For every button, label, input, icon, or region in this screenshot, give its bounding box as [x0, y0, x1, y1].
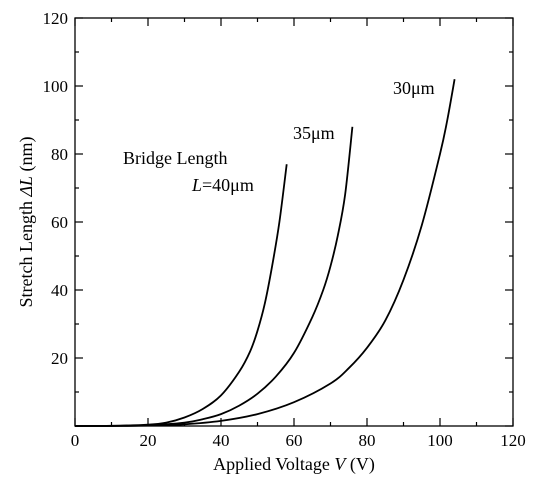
x-axis-label: Applied Voltage V (V) [213, 454, 375, 475]
x-tick-label: 120 [500, 431, 526, 450]
y-tick-label: 120 [43, 9, 69, 28]
x-tick-label: 0 [71, 431, 80, 450]
x-tick-label: 40 [213, 431, 230, 450]
y-axis-label: Stretch Length ΔL (nm) [16, 136, 37, 307]
annotation-bridge-length: Bridge Length [123, 148, 227, 168]
y-tick-label: 100 [43, 77, 69, 96]
x-tick-label: 80 [359, 431, 376, 450]
annotation-35um: 35μm [293, 123, 335, 143]
series-line-2 [74, 126, 354, 427]
tick-labels: 0 20 40 60 80 100 120 20 40 60 80 100 120 [43, 9, 526, 450]
y-tick-label: 80 [51, 145, 68, 164]
x-tick-label: 100 [427, 431, 453, 450]
x-tick-label: 20 [140, 431, 157, 450]
series-line-3 [74, 79, 456, 427]
curves [74, 79, 456, 427]
y-tick-label: 40 [51, 281, 68, 300]
annotation-L40: L=40μm [191, 175, 254, 195]
x-tick-label: 60 [286, 431, 303, 450]
y-tick-label: 20 [51, 349, 68, 368]
annotation-30um: 30μm [393, 78, 435, 98]
y-tick-label: 60 [51, 213, 68, 232]
